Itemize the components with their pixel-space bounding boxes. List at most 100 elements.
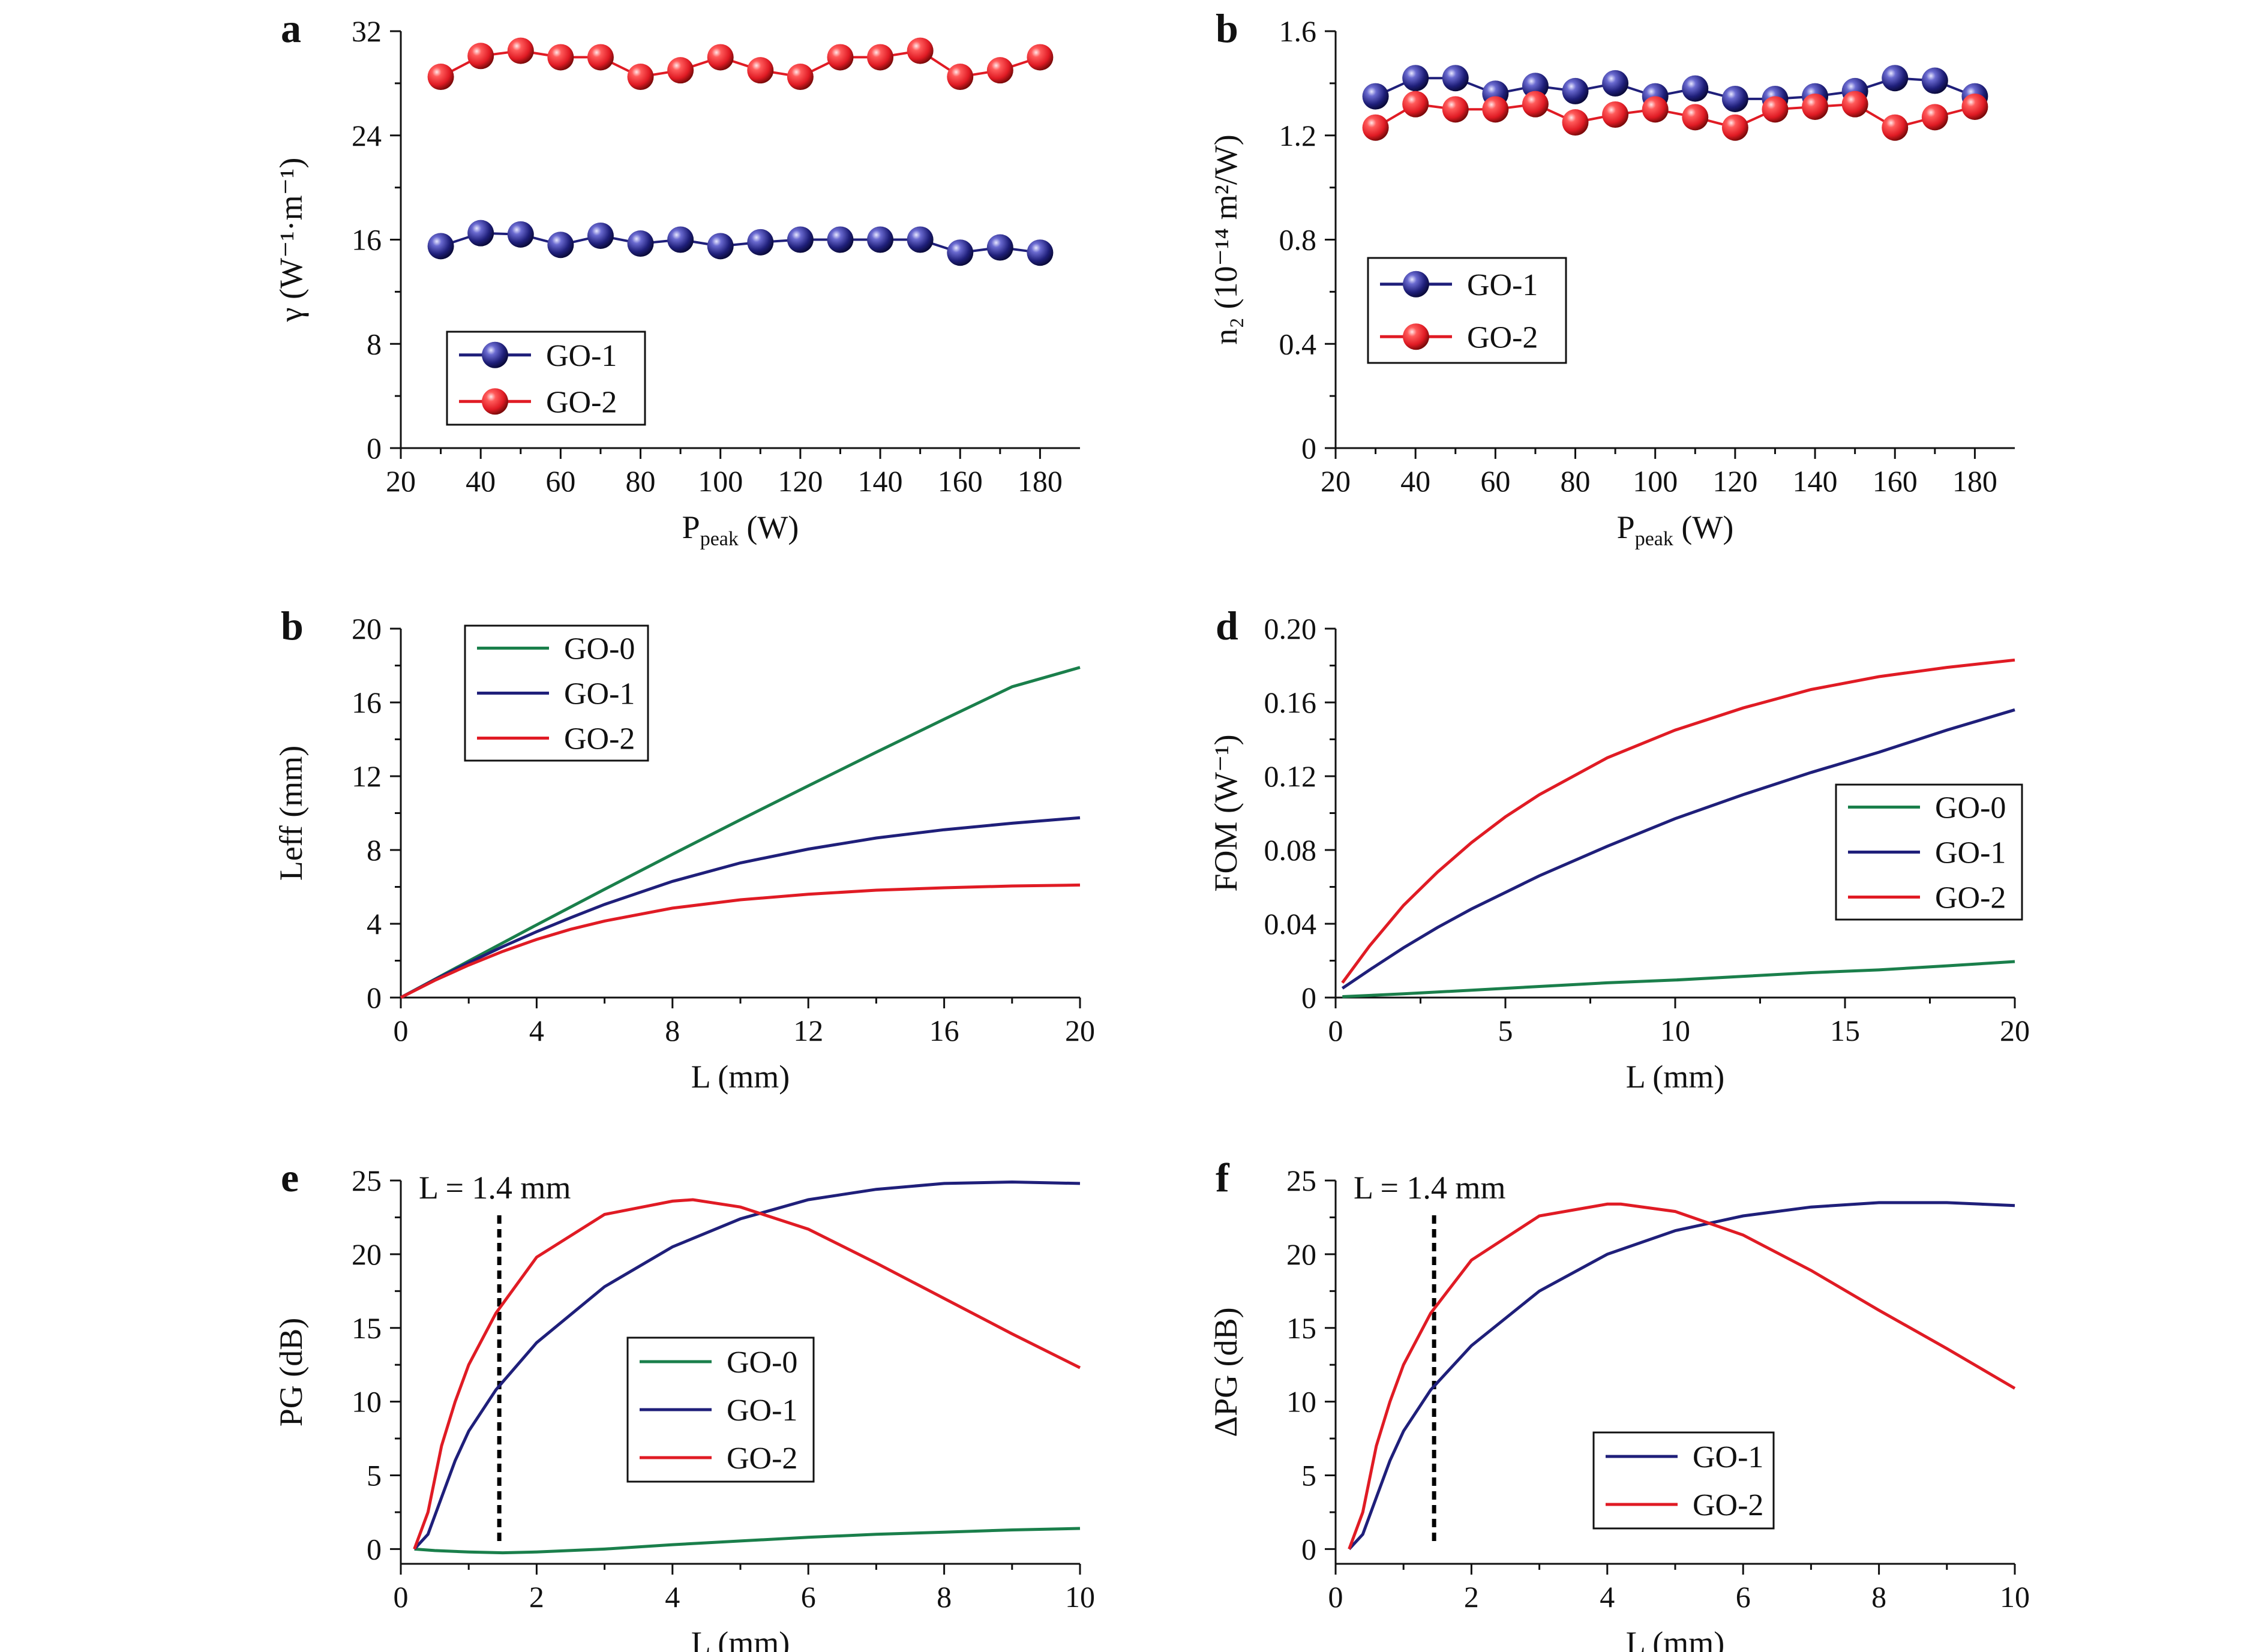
- x-tick-label: 8: [1871, 1580, 1886, 1614]
- y-tick-label: 12: [352, 759, 382, 793]
- y-tick-label: 0.04: [1264, 907, 1317, 941]
- y-tick-label: 16: [352, 686, 382, 719]
- x-tick-label: 140: [858, 464, 903, 498]
- data-point-GO-2: [1642, 96, 1669, 123]
- annotation-label: L = 1.4 mm: [419, 1170, 571, 1206]
- panel-label: b: [1216, 5, 1238, 51]
- legend-label: GO-2: [1467, 320, 1538, 355]
- data-point-GO-2: [1682, 104, 1709, 131]
- annotation-label: L = 1.4 mm: [1354, 1170, 1505, 1206]
- y-tick-label: 8: [367, 833, 382, 867]
- data-point-GO-1: [1522, 73, 1549, 100]
- x-tick-label: 2: [1464, 1580, 1479, 1614]
- y-tick-label: 16: [352, 223, 382, 257]
- data-point-GO-2: [547, 44, 574, 71]
- series-line-GO-1: [413, 1180, 1081, 1551]
- x-tick-label: 10: [1065, 1580, 1095, 1614]
- legend-label: GO-1: [564, 677, 635, 711]
- legend-label: GO-2: [1693, 1488, 1763, 1522]
- y-tick-label: 10: [1286, 1385, 1316, 1419]
- y-axis-label: Leff (mm): [273, 746, 309, 881]
- data-point-GO-2: [986, 57, 1013, 84]
- x-tick-label: 120: [1712, 464, 1757, 498]
- data-point-GO-1: [1682, 75, 1709, 102]
- x-tick-label: 80: [1561, 464, 1591, 498]
- x-tick-label: 180: [1952, 464, 1997, 498]
- panel-label: e: [281, 1155, 299, 1200]
- x-tick-label: 8: [937, 1580, 952, 1614]
- data-point-GO-2: [1482, 96, 1509, 123]
- data-point-GO-2: [1882, 114, 1909, 141]
- data-point-GO-2: [1362, 114, 1389, 141]
- y-tick-label: 10: [352, 1385, 382, 1419]
- x-tick-label: 5: [1498, 1014, 1513, 1047]
- data-point-GO-1: [1362, 83, 1389, 110]
- data-point-GO-1: [947, 239, 974, 266]
- x-tick-label: 0: [1328, 1014, 1343, 1047]
- panel-label: a: [281, 5, 301, 51]
- data-point-GO-1: [787, 226, 814, 253]
- data-point-GO-1: [707, 233, 734, 260]
- y-tick-label: 15: [352, 1311, 382, 1345]
- x-tick-label: 8: [665, 1014, 680, 1047]
- series-line-GO-0: [1342, 960, 2015, 998]
- legend-label: GO-0: [727, 1345, 797, 1380]
- y-tick-label: 0.8: [1279, 223, 1317, 257]
- data-point-GO-2: [1027, 44, 1054, 71]
- x-tick-label: 100: [1633, 464, 1678, 498]
- data-point-GO-1: [1921, 67, 1948, 94]
- series-line-GO-2: [1348, 1202, 2016, 1550]
- x-tick-label: 20: [1065, 1014, 1095, 1047]
- legend-label: GO-0: [564, 632, 635, 666]
- legend-marker-GO-1: [1403, 271, 1429, 298]
- legend-marker-GO-2: [482, 388, 508, 415]
- x-tick-label: 0: [394, 1014, 409, 1047]
- series-line-GO-1: [1341, 708, 2015, 990]
- legend-label: GO-1: [1935, 836, 2006, 870]
- y-tick-label: 0: [1301, 981, 1316, 1014]
- data-point-GO-1: [587, 222, 614, 249]
- data-point-GO-1: [627, 230, 654, 257]
- data-point-GO-2: [587, 44, 614, 71]
- x-tick-label: 160: [1873, 464, 1918, 498]
- data-point-GO-2: [467, 43, 494, 70]
- data-point-GO-2: [947, 64, 974, 91]
- data-point-GO-2: [1602, 101, 1629, 128]
- series-line-GO-2: [440, 49, 1041, 79]
- legend-label: GO-2: [564, 722, 635, 756]
- y-tick-label: 0: [367, 1532, 382, 1566]
- y-axis-label: FOM (W⁻¹): [1208, 734, 1244, 891]
- x-tick-label: 20: [386, 464, 416, 498]
- data-point-GO-2: [1762, 96, 1789, 123]
- y-tick-label: 24: [352, 119, 382, 152]
- series-line-GO-1: [1348, 1201, 2015, 1551]
- data-point-GO-1: [867, 226, 894, 253]
- x-axis-label: L (mm): [1626, 1059, 1724, 1095]
- data-point-GO-2: [1522, 91, 1549, 118]
- legend-marker-GO-1: [482, 341, 508, 368]
- series-line-GO-2: [400, 883, 1081, 999]
- y-tick-label: 25: [1286, 1164, 1316, 1197]
- series-line-GO-1: [1375, 77, 1976, 100]
- series-line-GO-1: [400, 816, 1081, 999]
- x-tick-label: 10: [1660, 1014, 1690, 1047]
- x-tick-label: 60: [1480, 464, 1510, 498]
- data-point-GO-1: [467, 220, 494, 247]
- series-line-GO-2: [1375, 103, 1975, 129]
- y-tick-label: 0.16: [1264, 686, 1317, 719]
- chart-panel-2: 0 4 8 12 16 20 0 4 8 12 16 20 b Leff (mm) L (mm) GO-0 GO…: [273, 603, 1095, 1095]
- x-tick-label: 15: [1830, 1014, 1860, 1047]
- x-tick-label: 0: [1328, 1580, 1343, 1614]
- y-tick-label: 0.20: [1264, 612, 1317, 645]
- legend-box: [1592, 1431, 1775, 1530]
- x-tick-label: 6: [801, 1580, 816, 1614]
- x-tick-label: 10: [2000, 1580, 2030, 1614]
- data-point-GO-1: [507, 221, 534, 248]
- data-point-GO-1: [1027, 239, 1054, 266]
- x-axis-label: L (mm): [1626, 1625, 1724, 1652]
- legend-label: GO-2: [727, 1441, 797, 1476]
- chart-panel-5: 0 2 4 6 8 10 0 5 10 15 20 25 f ΔPG (dB) L (mm) L = 1.4 …: [1208, 1155, 2030, 1652]
- x-tick-label: 120: [778, 464, 823, 498]
- data-point-GO-2: [787, 64, 814, 91]
- x-tick-label: 12: [793, 1014, 823, 1047]
